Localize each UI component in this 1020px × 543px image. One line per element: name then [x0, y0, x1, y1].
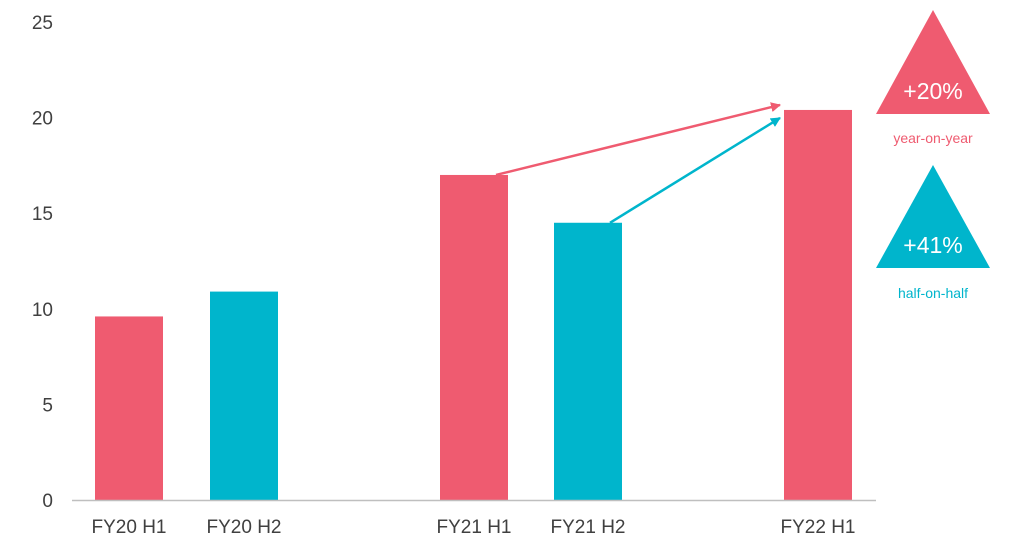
growth-arrows: [495, 102, 781, 224]
bars: [95, 109, 852, 501]
bar-fy21-h2: [554, 222, 622, 500]
y-tick-label: 25: [32, 13, 53, 34]
y-tick-label: 20: [32, 109, 53, 130]
y-tick-label: 10: [32, 300, 53, 321]
x-tick-label: FY20 H2: [207, 517, 282, 538]
y-axis-ticks: 0 5 10 15 20 25: [32, 13, 53, 512]
half-on-half-badge: +41% half-on-half: [876, 165, 990, 301]
bar-fy20-h2: [210, 291, 278, 500]
year-on-year-arrow: [495, 102, 781, 177]
bar-fy22-h1: [784, 109, 852, 501]
bar-fy20-h1: [95, 316, 163, 500]
year-on-year-percent: +20%: [903, 78, 962, 104]
half-on-half-percent: +41%: [903, 232, 962, 258]
half-on-half-arrow: [609, 116, 781, 224]
year-on-year-caption: year-on-year: [893, 130, 973, 146]
y-tick-label: 5: [42, 395, 53, 416]
x-axis-labels: FY20 H1 FY20 H2 FY21 H1 FY21 H2 FY22 H1: [92, 517, 856, 538]
half-on-half-caption: half-on-half: [898, 285, 968, 301]
y-tick-label: 15: [32, 204, 53, 225]
half-on-half-triangle: [876, 165, 990, 268]
y-tick-label: 0: [42, 491, 53, 512]
year-on-year-triangle: [876, 10, 990, 114]
x-tick-label: FY21 H2: [551, 517, 626, 538]
x-tick-label: FY21 H1: [437, 517, 512, 538]
x-tick-label: FY20 H1: [92, 517, 167, 538]
x-tick-label: FY22 H1: [781, 517, 856, 538]
year-on-year-badge: +20% year-on-year: [876, 10, 990, 146]
bar-fy21-h1: [440, 174, 508, 500]
